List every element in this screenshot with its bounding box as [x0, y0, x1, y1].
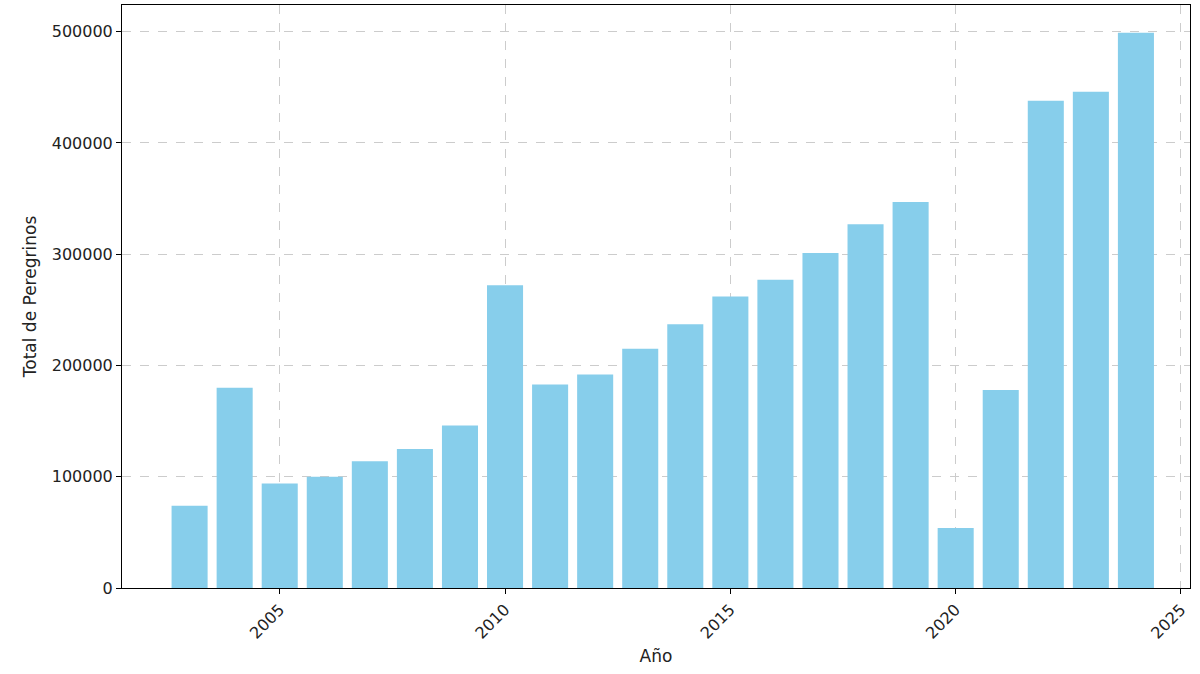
svg-text:2025: 2025	[1147, 600, 1189, 642]
svg-text:2010: 2010	[471, 600, 513, 642]
svg-text:2020: 2020	[922, 600, 964, 642]
svg-text:2015: 2015	[697, 600, 739, 642]
svg-text:500000: 500000	[52, 22, 113, 41]
svg-text:0: 0	[103, 579, 113, 598]
svg-text:2005: 2005	[246, 600, 288, 642]
svg-text:Total de Peregrinos: Total de Peregrinos	[20, 216, 40, 379]
svg-text:300000: 300000	[52, 245, 113, 264]
svg-text:100000: 100000	[52, 467, 113, 486]
svg-text:200000: 200000	[52, 356, 113, 375]
svg-text:Año: Año	[640, 646, 673, 666]
svg-text:400000: 400000	[52, 134, 113, 153]
